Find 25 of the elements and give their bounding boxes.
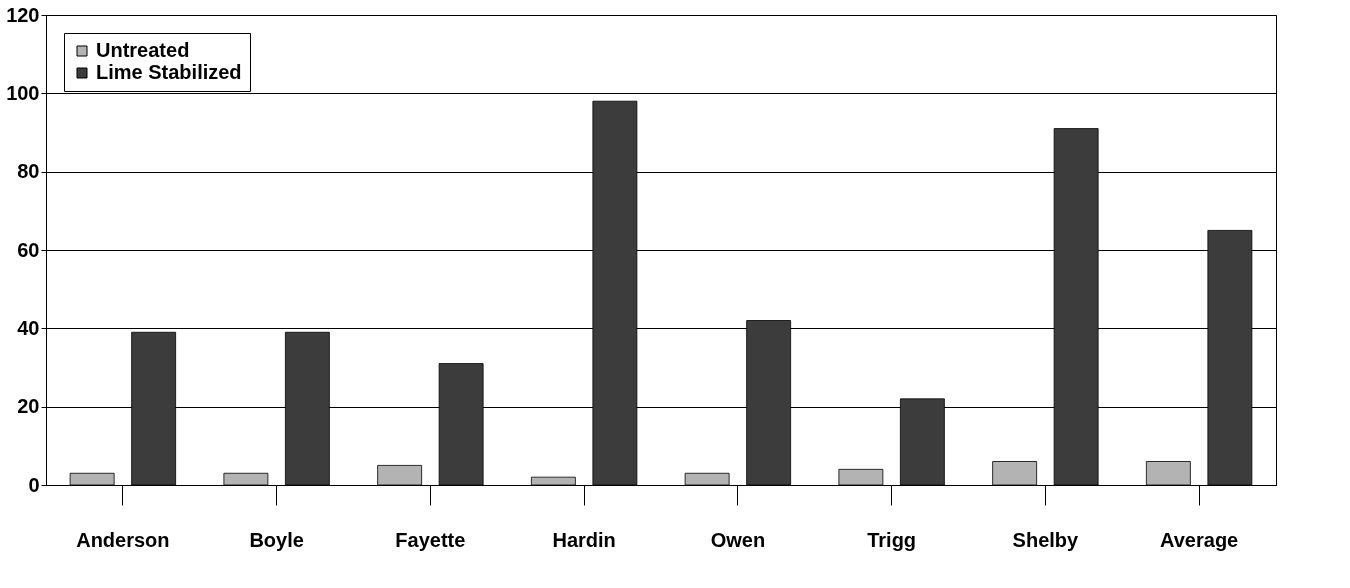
y-tick-label: 120 [6, 3, 40, 26]
bar [838, 468, 884, 486]
y-tick-label: 100 [6, 81, 40, 104]
y-tick-label: 20 [17, 395, 40, 418]
x-tick-label: Fayette [395, 528, 466, 551]
x-tick-label: Trigg [867, 528, 917, 551]
x-tick-label: Boyle [249, 528, 304, 551]
legend-label: Lime Stabilized [96, 61, 242, 83]
bar [992, 461, 1038, 486]
bar [1145, 461, 1191, 486]
y-tick-label: 60 [17, 238, 40, 261]
bar [530, 476, 576, 486]
bar [377, 465, 423, 486]
bar [684, 472, 730, 486]
legend-label: Untreated [96, 39, 190, 61]
x-tick-label: Hardin [552, 528, 616, 551]
bar [223, 472, 269, 486]
bar [69, 472, 115, 486]
y-tick-label: 80 [17, 160, 40, 183]
x-tick-label: Shelby [1012, 528, 1080, 551]
x-tick-label: Owen [710, 528, 766, 551]
y-tick-label: 40 [17, 316, 40, 339]
x-tick-label: Anderson [76, 528, 170, 551]
x-tick-label: Average [1160, 528, 1239, 551]
y-tick-label: 0 [28, 473, 40, 496]
